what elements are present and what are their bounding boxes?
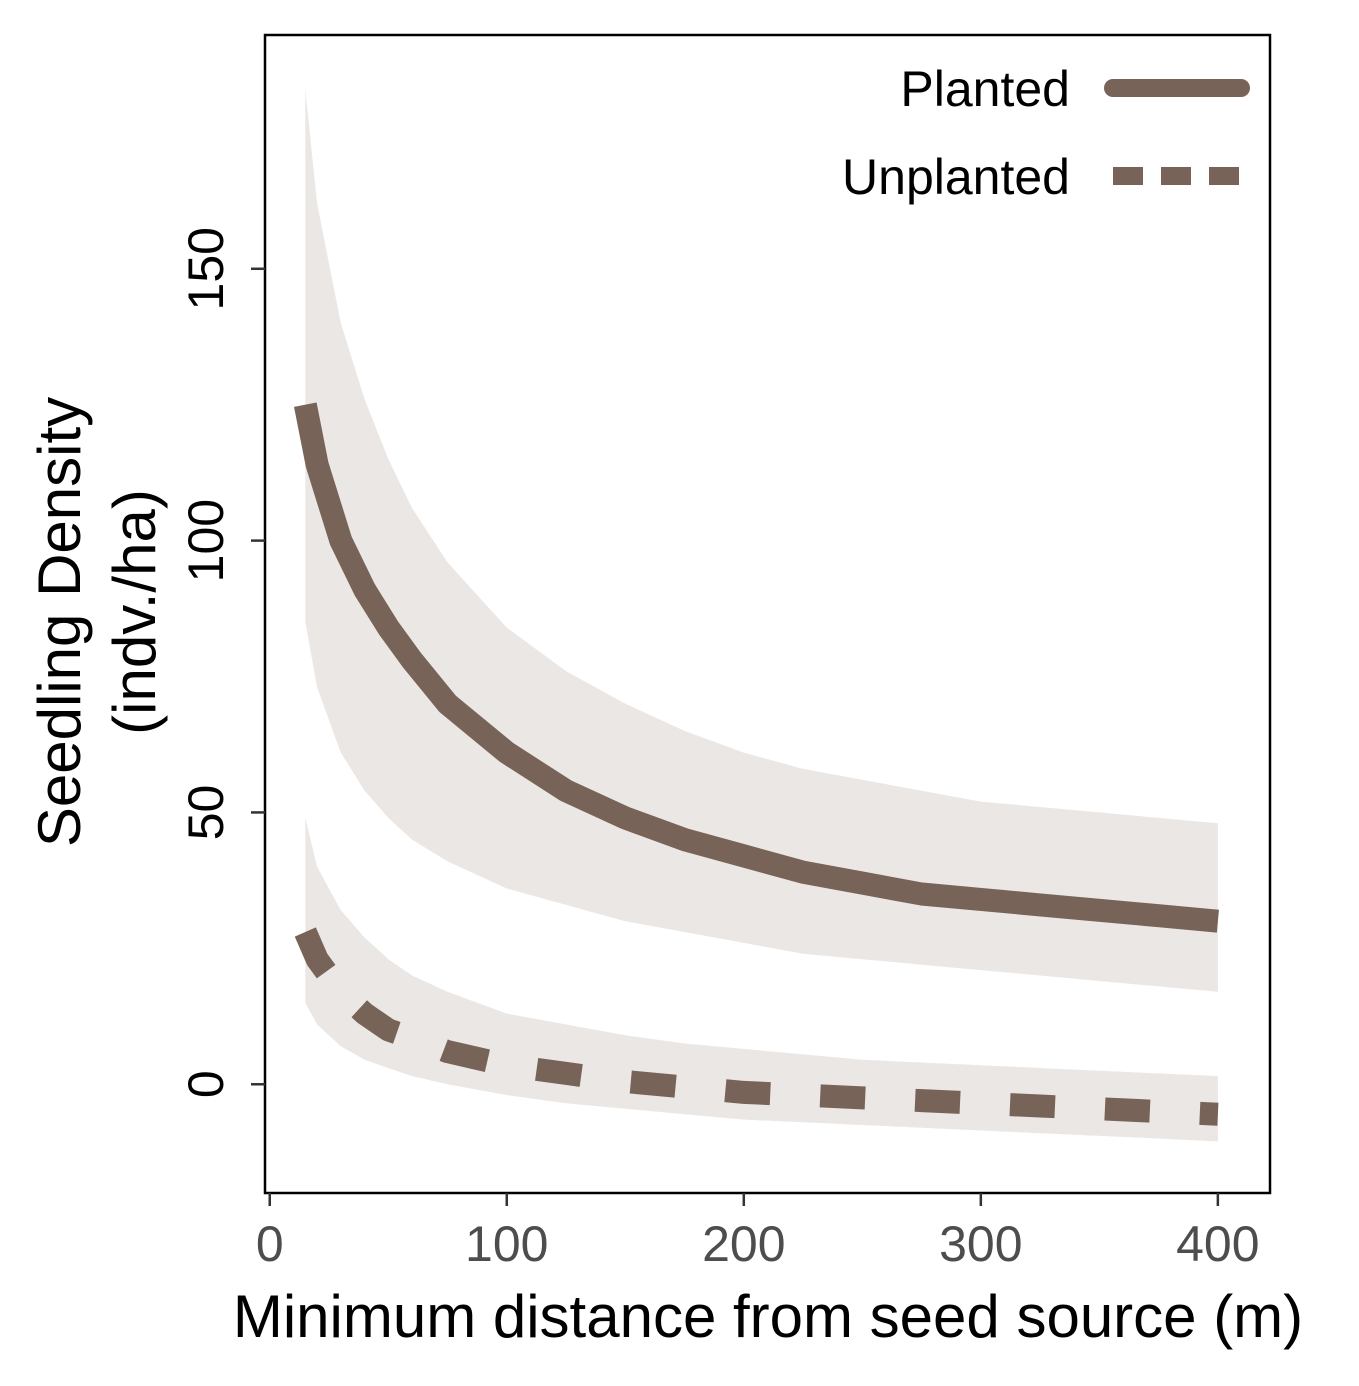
legend-label-planted: Planted (900, 61, 1070, 117)
y-axis: 0 50 100 150 (178, 227, 265, 1098)
y-axis-title-line-2: (indv./ha) (101, 489, 168, 735)
series-lines (294, 402, 1219, 1126)
legend-label-unplanted: Unplanted (842, 149, 1070, 205)
y-axis-title-line-1: Seedling Density (26, 397, 93, 847)
y-tick-label: 150 (178, 227, 234, 310)
confidence-bands (305, 89, 1218, 1142)
x-tick-label: 0 (256, 1216, 284, 1272)
planted-series-line (294, 402, 1219, 933)
plot-frame (263, 33, 1272, 1195)
legend: Planted Unplanted (842, 61, 1250, 205)
x-tick-label: 200 (702, 1216, 785, 1272)
y-tick-label: 100 (178, 499, 234, 582)
x-tick-label: 300 (939, 1216, 1022, 1272)
y-tick-label: 0 (178, 1070, 234, 1098)
x-axis-title: Minimum distance from seed source (m) (233, 1283, 1303, 1350)
x-tick-label: 400 (1176, 1216, 1259, 1272)
unplanted-series-line (294, 927, 1219, 1126)
x-axis: 0 100 200 300 400 (256, 1193, 1260, 1272)
x-tick-label: 100 (465, 1216, 548, 1272)
y-tick-label: 50 (178, 785, 234, 841)
unplanted-confidence-band (305, 817, 1218, 1142)
